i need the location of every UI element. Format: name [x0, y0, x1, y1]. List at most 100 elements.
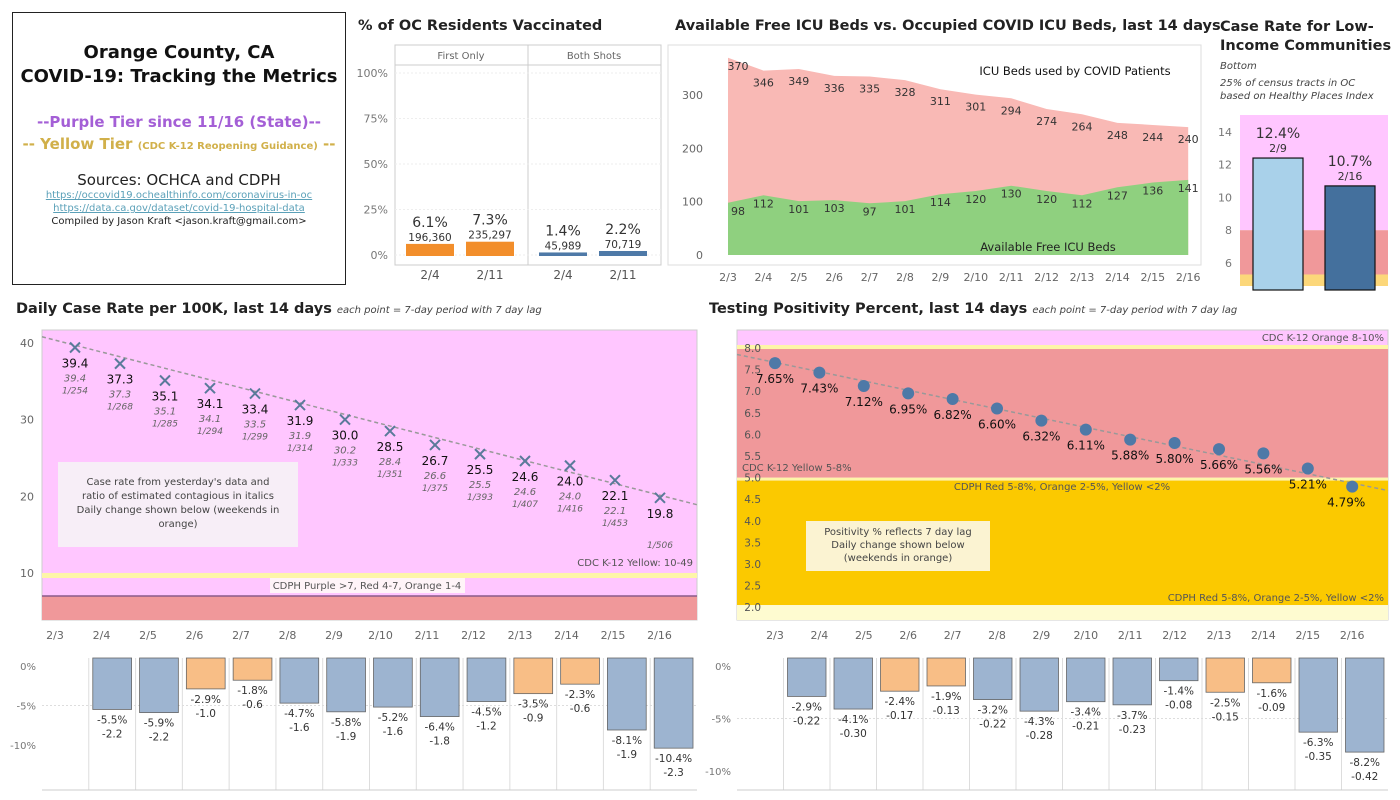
x-tick: 2/4: [755, 271, 773, 284]
case-change-bar: [139, 657, 179, 714]
x-tick: 2/14: [1105, 271, 1130, 284]
positivity-value: 7.12%: [845, 395, 883, 409]
change-abs-label: -1.8: [429, 736, 450, 748]
case-change-bar: [326, 657, 366, 713]
x-tick: 2/7: [232, 629, 250, 642]
icu-free-label: 112: [753, 197, 774, 210]
change-abs-label: -1.6: [289, 722, 310, 734]
yellow-tier-end: --: [317, 135, 336, 153]
yellow-tier-label: -- Yellow Tier: [22, 135, 133, 153]
icu-covid-label: 311: [930, 95, 951, 108]
change-pct-label: -4.5%: [471, 707, 501, 719]
x-tick: 2/13: [1070, 271, 1095, 284]
change-abs-label: -0.22: [979, 719, 1006, 731]
positivity-value: 6.82%: [934, 408, 972, 422]
change-abs-label: -2.2: [102, 728, 123, 740]
positivity-change-bar: [1298, 657, 1338, 733]
y-tick: 2.0: [744, 602, 761, 614]
icu-covid-legend: ICU Beds used by COVID Patients: [979, 64, 1170, 78]
change-pct-label: -6.3%: [1303, 737, 1333, 749]
icu-free-area: [728, 179, 1189, 255]
x-tick: 2/12: [1162, 629, 1187, 642]
source-link-ochca[interactable]: https://occovid19.ochealthinfo.com/coron…: [45, 190, 313, 201]
source-link-cdph[interactable]: https://data.ca.gov/dataset/covid-19-hos…: [53, 203, 305, 214]
change-pct-label: -3.5%: [518, 699, 548, 711]
trend-line: [736, 353, 1389, 492]
contagious-value: 30.2: [334, 446, 356, 457]
change-abs-label: -0.6: [570, 703, 591, 715]
contagious-ratio: 1/294: [197, 427, 223, 437]
positivity-value: 5.56%: [1244, 462, 1282, 476]
case-change-bar: [466, 657, 507, 702]
note-text: Case rate from yesterday's data and: [87, 477, 270, 488]
contagious-value: 35.1: [154, 406, 176, 417]
x-tick: 2/7: [944, 629, 962, 642]
case-change-bar: [373, 657, 413, 708]
positivity-title-text: Testing Positivity Percent, last 14 days: [709, 301, 1028, 317]
note-text: Positivity % reflects 7 day lag: [824, 527, 972, 538]
y-tick: 30: [20, 414, 34, 427]
bar-value-label: 10.7%: [1328, 154, 1372, 170]
case-rate-value: 37.3: [107, 373, 134, 387]
x-tick: 2/4: [553, 268, 572, 282]
contagious-ratio: 1/351: [377, 470, 403, 480]
case-rate-value: 24.0: [557, 475, 584, 489]
x-tick: 2/4: [811, 629, 829, 642]
dashboard-title-box: Orange County, CA COVID-19: Tracking the…: [12, 12, 346, 285]
change-pct-label: -1.9%: [931, 691, 961, 703]
contagious-value: 26.6: [424, 471, 446, 482]
case-rate-value: 34.1: [197, 397, 224, 411]
bar-value-label: 12.4%: [1256, 126, 1300, 142]
x-tick: 2/3: [46, 629, 64, 642]
y-tick: 14: [1218, 126, 1232, 139]
change-abs-label: -0.17: [886, 710, 913, 722]
band-label-cdph: CDPH Purple >7, Red 4-7, Orange 1-4: [273, 581, 462, 592]
band-cdc-yellow-edge: [42, 573, 697, 578]
positivity-change-bar: [833, 657, 873, 710]
y-tick: 10: [20, 567, 34, 580]
change-pct-label: -8.2%: [1350, 757, 1380, 769]
icu-covid-label: 336: [824, 82, 845, 95]
positivity-change-bar: [880, 657, 920, 692]
x-tick: 2/10: [1073, 629, 1098, 642]
x-tick: 2/11: [999, 271, 1024, 284]
change-pct-label: -10.4%: [655, 753, 692, 765]
positivity-change-bar: [973, 657, 1013, 700]
x-tick: 2/11: [477, 268, 504, 282]
change-pct-label: -5.8%: [331, 717, 361, 729]
x-tick: 2/8: [896, 271, 914, 284]
icu-covid-label: 248: [1107, 129, 1128, 142]
positivity-change-bar: [1112, 657, 1152, 706]
x-tick: 2/15: [1295, 629, 1320, 642]
y-tick: 8: [1225, 224, 1232, 237]
note-box: [806, 521, 990, 571]
icu-free-label: 141: [1178, 182, 1199, 195]
contagious-value: 31.9: [289, 431, 311, 442]
positivity-subtitle: each point = 7-day period with 7 day lag: [1032, 305, 1238, 316]
change-abs-label: -0.28: [1026, 730, 1053, 742]
x-tick: 2/4: [420, 268, 439, 282]
y-tick: 0%: [715, 662, 731, 673]
positivity-change-bar: [1066, 657, 1106, 703]
band-label-bg: [270, 578, 465, 593]
x-tick: 2/5: [790, 271, 808, 284]
positivity-value: 5.88%: [1111, 449, 1149, 463]
icu-free-label: 103: [824, 202, 845, 215]
y-tick: 4.5: [744, 494, 761, 506]
positivity-marker: [1035, 414, 1048, 427]
positivity-value: 7.43%: [800, 382, 838, 396]
sources: Sources: OCHCA and CDPH: [77, 171, 281, 189]
case-rate-marker: [519, 455, 531, 467]
contagious-value: 39.4: [64, 374, 86, 385]
positivity-value: 7.65%: [756, 372, 794, 386]
change-abs-label: -0.6: [242, 699, 263, 711]
x-tick: 2/8: [279, 629, 297, 642]
icu-covid-label: 335: [859, 82, 880, 95]
y-tick: 25%: [364, 204, 388, 217]
x-tick: 2/6: [899, 629, 917, 642]
low-income-title-text: Case Rate for Low-Income Communities: [1220, 19, 1392, 54]
yellow-tier: -- Yellow Tier (CDC K-12 Reopening Guida…: [13, 135, 345, 153]
case-rate-marker: [654, 492, 666, 504]
x-tick: 2/16: [1340, 629, 1365, 642]
icu-free-label: 127: [1107, 189, 1128, 202]
